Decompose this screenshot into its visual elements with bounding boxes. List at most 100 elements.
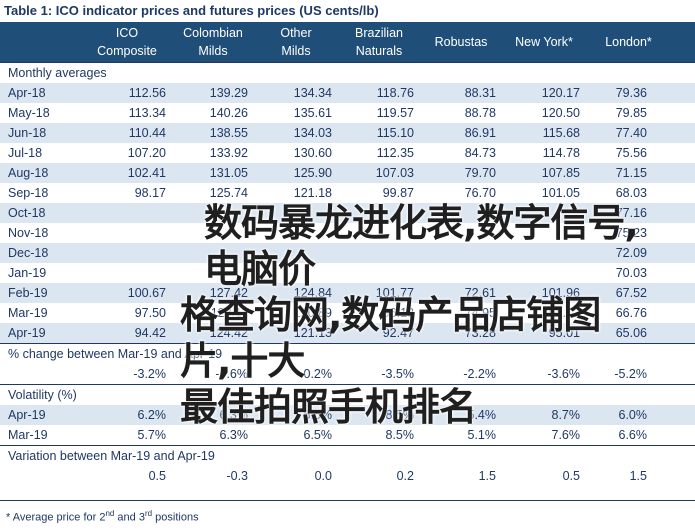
table-cell: 128.11 xyxy=(210,306,248,320)
volatility-rows: Apr-19 6.2% 6.3% 6.5% 8.5% 5.4% 8.7% 6.0% Mar-19… xyxy=(0,405,695,445)
table-cell: 72.09 xyxy=(615,246,647,260)
row-label: Apr-19 xyxy=(8,408,46,422)
table-cell: 115.68 xyxy=(542,126,580,140)
table-cell: 73.28 xyxy=(464,326,496,340)
table-cell xyxy=(420,203,502,223)
table-cell: 86.91 xyxy=(464,126,496,140)
table-cell: 6.5% xyxy=(303,428,333,442)
table-cell xyxy=(420,243,502,263)
table-row: Apr-19 6.2% 6.3% 6.5% 8.5% 5.4% 8.7% 6.0% xyxy=(0,405,695,425)
row-label: Feb-19 xyxy=(8,286,48,300)
table-row: Apr-19 94.42 124.42 121.13 92.47 73.28 95.01 65… xyxy=(0,323,695,343)
table-cell: 120.89 xyxy=(293,306,332,320)
table-cell: -3.6% xyxy=(547,367,580,381)
table-row: Aug-18 102.41 131.05 125.90 107.03 79.70 107.8… xyxy=(0,163,695,183)
table-title: Table 1: ICO indicator prices and future… xyxy=(4,3,379,18)
table-row: Sep-18 98.17 125.74 121.18 99.87 76.70 101.05 6… xyxy=(0,183,695,203)
table-cell: 8.7% xyxy=(551,408,581,422)
table-cell: 110.44 xyxy=(128,126,166,140)
footnote: * Average price for 2nd and 3rd position… xyxy=(0,500,695,526)
table-cell: 5.1% xyxy=(467,428,497,442)
row-label: Jan-19 xyxy=(8,266,47,280)
table-cell: 66.76 xyxy=(615,306,647,320)
table-cell: 107.20 xyxy=(127,146,166,160)
row-label: Mar-19 xyxy=(8,428,48,442)
table-cell: 119.57 xyxy=(376,106,414,120)
table-cell: 134.34 xyxy=(293,86,332,100)
table-cell: 101.77 xyxy=(375,286,414,300)
table-cell: 100.67 xyxy=(127,286,166,300)
row-label: Nov-18 xyxy=(8,226,49,240)
table-cell xyxy=(254,203,338,223)
table-cell xyxy=(338,263,420,283)
table-row: Mar-19 5.7% 6.3% 6.5% 8.5% 5.1% 7.6% 6.6% xyxy=(0,425,695,445)
table-cell: 95.01 xyxy=(548,326,580,340)
table-cell xyxy=(172,203,254,223)
table-cell: 107.03 xyxy=(375,166,414,180)
table-cell: 96.13 xyxy=(382,306,414,320)
monthly-rows: Apr-18 112.56 139.29 134.34 118.76 88.31 120.1… xyxy=(0,83,695,343)
table-cell: 79.85 xyxy=(615,106,647,120)
table-cell: 135.61 xyxy=(293,106,332,120)
table-cell: 130.60 xyxy=(293,146,332,160)
table-cell xyxy=(82,203,172,223)
table-cell: 65.06 xyxy=(615,326,647,340)
table-cell xyxy=(82,223,172,243)
table-cell: 68.03 xyxy=(615,186,647,200)
table-cell: 75.56 xyxy=(615,146,647,160)
table-cell: 6.2% xyxy=(137,408,167,422)
table-cell: 134.03 xyxy=(293,126,332,140)
table-cell: -0.3 xyxy=(226,469,248,483)
table-cell: 94.42 xyxy=(134,326,166,340)
table-cell: 0.5 xyxy=(148,469,166,483)
table-cell: 124.42 xyxy=(209,326,248,340)
table-cell xyxy=(502,263,586,283)
table-cell: 139.29 xyxy=(209,86,248,100)
table-cell: 88.31 xyxy=(464,86,496,100)
table-cell: 76.70 xyxy=(464,186,496,200)
section-monthly-averages: Monthly averages xyxy=(0,62,695,83)
table-cell: 115.10 xyxy=(376,126,414,140)
table-cell: 74.95 xyxy=(464,306,496,320)
row-label: Dec-18 xyxy=(8,246,49,260)
table-cell: 113.34 xyxy=(128,106,166,120)
table-cell: 112.56 xyxy=(128,86,166,100)
table-cell: 75.23 xyxy=(615,226,647,240)
table-cell xyxy=(502,203,586,223)
table-cell: 107.85 xyxy=(541,166,580,180)
col-new-york: New York* xyxy=(515,35,573,49)
table-cell xyxy=(502,223,586,243)
table-header: ICO Composite Colombian Milds Other Milds B… xyxy=(0,22,695,62)
col-robustas: Robustas xyxy=(434,35,488,49)
table-cell: 6.5% xyxy=(303,408,333,422)
table-row: Nov-18 75.23 xyxy=(0,223,695,243)
table-cell: 5.4% xyxy=(467,408,497,422)
table-cell: 124.84 xyxy=(293,286,332,300)
table-cell: -2.2% xyxy=(463,367,496,381)
table-cell: 133.92 xyxy=(209,146,248,160)
table-cell: -5.2% xyxy=(614,367,647,381)
table-cell: 138.55 xyxy=(209,126,248,140)
section-pct-change: % change between Mar-19 and Apr-19 xyxy=(0,343,695,364)
col-ico-composite: ICO Composite xyxy=(97,26,157,58)
table-cell: 125.74 xyxy=(209,186,248,200)
table-row: Jan-19 70.03 xyxy=(0,263,695,283)
pct-change-row: -3.2% -0.6% 0.2% -3.5% -2.2% -3.6% -5.2% xyxy=(0,364,695,384)
table-cell xyxy=(82,263,172,283)
table-cell: 92.47 xyxy=(382,326,414,340)
table-row: Feb-19 100.67 127.42 124.84 101.77 72.61 101.9… xyxy=(0,283,695,303)
table-row: 0.5 -0.3 0.0 0.2 1.5 0.5 1.5 xyxy=(0,466,695,486)
table-cell: 118.76 xyxy=(376,86,414,100)
table-cell: 0.5 xyxy=(562,469,580,483)
table-cell xyxy=(338,203,420,223)
table-cell: 72.61 xyxy=(464,286,496,300)
table-cell: 6.3% xyxy=(219,408,249,422)
row-label: May-18 xyxy=(8,106,50,120)
table-cell xyxy=(172,223,254,243)
table-cell: 0.2% xyxy=(303,367,333,381)
table-row: Jul-18 107.20 133.92 130.60 112.35 84.73 114.7… xyxy=(0,143,695,163)
table-row: May-18 113.34 140.26 135.61 119.57 88.78 120.5… xyxy=(0,103,695,123)
col-other-milds: Other Milds xyxy=(280,26,312,58)
table-cell: 88.78 xyxy=(464,106,496,120)
row-label: Sep-18 xyxy=(8,186,49,200)
